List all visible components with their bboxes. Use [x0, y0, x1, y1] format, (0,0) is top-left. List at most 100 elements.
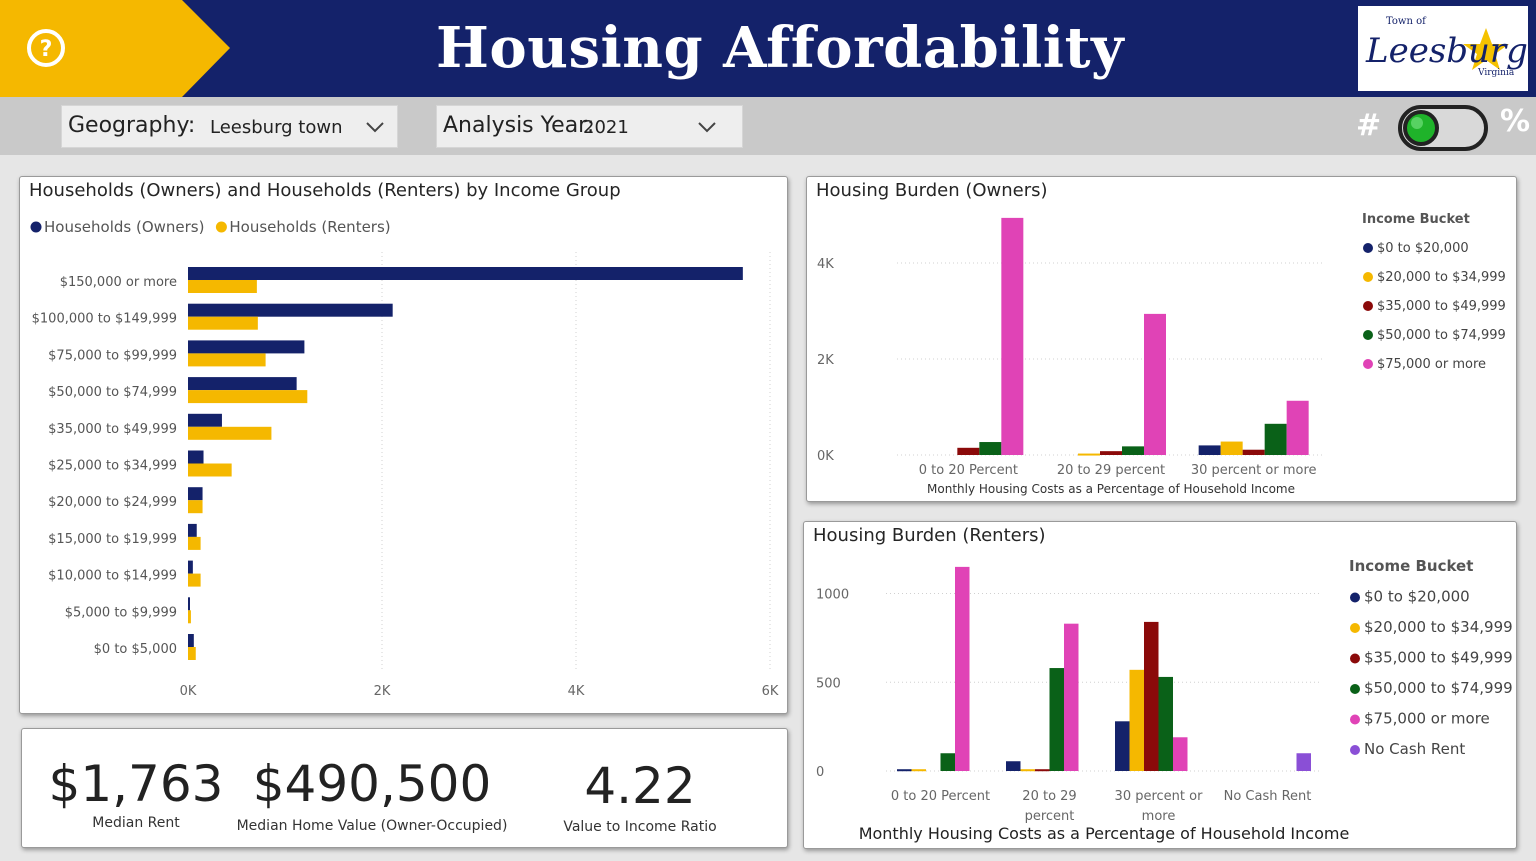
bar-households-renters-0-to-5-000 — [188, 647, 196, 660]
chevron-down-icon[interactable] — [364, 118, 386, 136]
category-label: $5,000 to $9,999 — [65, 605, 177, 620]
bar-households-owners-0-to-5-000 — [188, 634, 194, 647]
bar-no-cash-rent-no-cash-rent — [1296, 753, 1311, 771]
bar-households-owners-5-000-to-9-999 — [188, 597, 190, 611]
bar-households-renters-35-000-to-49-999 — [188, 426, 272, 440]
legend-marker-20-000-to-34-999 — [1350, 623, 1360, 633]
analysis-year-value: 2021 — [583, 117, 629, 138]
help-tab[interactable] — [0, 0, 230, 97]
category-label: $20,000 to $24,999 — [48, 495, 177, 510]
legend-marker-20-000-to-34-999 — [1363, 272, 1373, 282]
legend-marker-35-000-to-49-999 — [1363, 301, 1373, 311]
bar-35-000-to-49-999-30-percent-or-more — [1242, 449, 1265, 455]
income-chart-title: Households (Owners) and Households (Rent… — [29, 180, 621, 201]
legend-marker-50-000-to-74-999 — [1363, 330, 1373, 340]
legend-label-50-000-to-74-999: $50,000 to $74,999 — [1377, 328, 1506, 343]
geography-dropdown[interactable]: Geography: Leesburg town — [61, 105, 398, 148]
legend-label-20-000-to-34-999: $20,000 to $34,999 — [1364, 618, 1513, 636]
category-label: No Cash Rent — [1224, 789, 1312, 804]
bar-households-owners-100-000-to-149-999 — [188, 303, 393, 317]
y-tick-label: 500 — [816, 676, 841, 691]
bar-50-000-to-74-999-20-to-29-percent — [1122, 446, 1144, 455]
x-tick-label: 2K — [374, 684, 391, 699]
legend-label-75-000-or-more: $75,000 or more — [1364, 710, 1490, 728]
bar-0-to-20-000-30-percent-or-more — [1115, 721, 1130, 771]
category-label: 0 to 20 Percent — [891, 789, 990, 804]
bar-households-owners-10-000-to-14-999 — [188, 560, 193, 574]
legend-label-households-owners: Households (Owners) — [44, 218, 204, 236]
income-group-chart-card: Households (Owners) and Households (Rent… — [19, 176, 788, 714]
bar-20-000-to-34-999-30-percent-or-more — [1220, 441, 1243, 455]
svg-text:?: ? — [40, 37, 53, 62]
legend-label-50-000-to-74-999: $50,000 to $74,999 — [1364, 679, 1513, 697]
bar-households-owners-75-000-to-99-999 — [188, 340, 305, 354]
logo-name-text: Leesburg — [1365, 31, 1528, 71]
legend-marker-households-renters — [215, 221, 227, 233]
bar-households-owners-25-000-to-34-999 — [188, 450, 204, 464]
bar-50-000-to-74-999-30-percent-or-more — [1264, 423, 1287, 455]
legend-label-no-cash-rent: No Cash Rent — [1364, 740, 1465, 758]
median-home-value: $490,500 — [252, 755, 492, 813]
logo-bottom-text: Virginia — [1477, 68, 1515, 78]
bar-households-renters-15-000-to-19-999 — [188, 536, 201, 550]
category-label: $100,000 to $149,999 — [32, 312, 177, 327]
category-label: $35,000 to $49,999 — [48, 422, 177, 437]
analysis-year-label: Analysis Year: — [443, 113, 595, 138]
bar-50-000-to-74-999-0-to-20-percent — [940, 753, 955, 771]
bar-20-000-to-34-999-20-to-29-percent — [1078, 453, 1100, 456]
category-label: 20 to 29 percent — [1057, 463, 1165, 478]
bar-75-000-or-more-30-percent-or-more — [1286, 400, 1309, 455]
owners-chart-title: Housing Burden (Owners) — [816, 180, 1048, 201]
category-label: $25,000 to $34,999 — [48, 459, 177, 474]
x-tick-label: 0K — [180, 684, 197, 699]
category-label: $50,000 to $74,999 — [48, 385, 177, 400]
value-income-ratio-value: 4.22 — [584, 757, 696, 815]
bar-households-renters-50-000-to-74-999 — [188, 390, 308, 404]
bar-households-renters-5-000-to-9-999 — [188, 610, 191, 624]
legend-marker-75-000-or-more — [1350, 714, 1360, 725]
housing-burden-renters-card: Housing Burden (Renters) 0 500 1000 0 to 20… — [803, 521, 1517, 849]
town-logo: Town of Leesburg Virginia — [1358, 6, 1528, 91]
bar-20-000-to-34-999-0-to-20-percent — [911, 769, 926, 772]
bar-35-000-to-49-999-30-percent-or-more — [1144, 621, 1159, 771]
category-label: $75,000 to $99,999 — [48, 348, 177, 363]
legend-title: Income Bucket — [1349, 557, 1473, 575]
legend-label-20-000-to-34-999: $20,000 to $34,999 — [1377, 270, 1506, 285]
bar-0-to-20-000-30-percent-or-more — [1198, 445, 1221, 455]
bar-35-000-to-49-999-0-to-20-percent — [957, 447, 980, 455]
bar-households-renters-100-000-to-149-999 — [188, 316, 258, 330]
legend-marker-households-owners — [30, 221, 42, 233]
analysis-year-dropdown[interactable]: Analysis Year: 2021 — [436, 105, 743, 148]
legend-label-households-renters: Households (Renters) — [229, 218, 390, 236]
geography-value: Leesburg town — [210, 117, 343, 138]
count-toggle-label: # — [1356, 108, 1382, 143]
legend-marker-no-cash-rent — [1350, 745, 1360, 755]
bar-75-000-or-more-30-percent-or-more — [1173, 737, 1188, 771]
bar-households-owners-15-000-to-19-999 — [188, 523, 197, 537]
renters-chart-title: Housing Burden (Renters) — [813, 525, 1046, 546]
bar-households-renters-10-000-to-14-999 — [188, 573, 201, 587]
income-group-bar-chart: Households (Owners) Households (Renters) 0… — [30, 218, 779, 699]
category-label: 20 to 29 — [1022, 789, 1076, 804]
y-tick-label: 4K — [817, 257, 834, 272]
y-tick-label: 1000 — [816, 588, 849, 603]
legend-label-35-000-to-49-999: $35,000 to $49,999 — [1377, 299, 1506, 314]
legend-label-35-000-to-49-999: $35,000 to $49,999 — [1364, 649, 1513, 667]
legend-title: Income Bucket — [1362, 212, 1470, 227]
bar-0-to-20-000-0-to-20-percent — [897, 769, 912, 772]
x-tick-label: 4K — [568, 684, 585, 699]
category-label: 30 percent or — [1115, 789, 1204, 804]
count-percent-toggle[interactable] — [1398, 105, 1488, 151]
housing-burden-owners-card: Housing Burden (Owners) 0K 2K 4K 0 to 20 Pe… — [806, 176, 1517, 502]
legend-label-75-000-or-more: $75,000 or more — [1377, 357, 1486, 372]
header-bar: ? Housing Affordability Town of Leesburg… — [0, 0, 1536, 97]
category-label: $0 to $5,000 — [94, 642, 177, 657]
bar-75-000-or-more-0-to-20-percent — [955, 566, 970, 771]
legend-marker-75-000-or-more — [1363, 359, 1373, 369]
x-axis-title: Monthly Housing Costs as a Percentage of… — [927, 482, 1295, 496]
chevron-down-icon[interactable] — [696, 118, 718, 136]
bar-households-owners-150-000-or-more — [188, 267, 743, 280]
legend-marker-0-to-20-000 — [1350, 592, 1360, 603]
help-icon[interactable]: ? — [26, 28, 66, 68]
y-tick-label: 0 — [816, 765, 824, 780]
